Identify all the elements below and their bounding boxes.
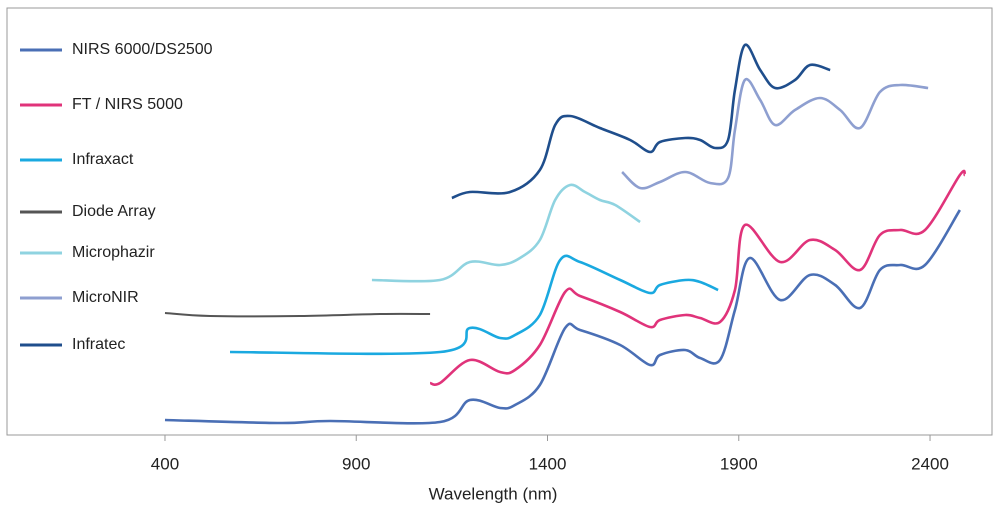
series-line xyxy=(164,209,961,425)
legend-label: Microphazir xyxy=(72,244,155,261)
legend-label: Infratec xyxy=(72,336,125,353)
x-tick-label: 2400 xyxy=(911,454,949,473)
x-tick-label: 400 xyxy=(151,454,179,473)
legend-label: FT / NIRS 5000 xyxy=(72,96,183,113)
x-tick-label: 900 xyxy=(342,454,370,473)
series-line xyxy=(164,312,431,318)
series-line xyxy=(451,43,831,200)
x-tick-label: 1400 xyxy=(529,454,567,473)
series-line xyxy=(371,183,641,283)
series-line xyxy=(621,77,929,190)
legend-label: Diode Array xyxy=(72,203,156,220)
legend-label: Infraxact xyxy=(72,151,134,168)
legend-label: NIRS 6000/DS2500 xyxy=(72,41,213,58)
x-tick-label: 1900 xyxy=(720,454,758,473)
x-axis-label: Wavelength (nm) xyxy=(429,484,558,503)
legend-label: MicroNIR xyxy=(72,289,139,306)
plot-frame xyxy=(6,7,993,436)
series-line xyxy=(429,169,967,386)
series-line xyxy=(230,254,719,356)
